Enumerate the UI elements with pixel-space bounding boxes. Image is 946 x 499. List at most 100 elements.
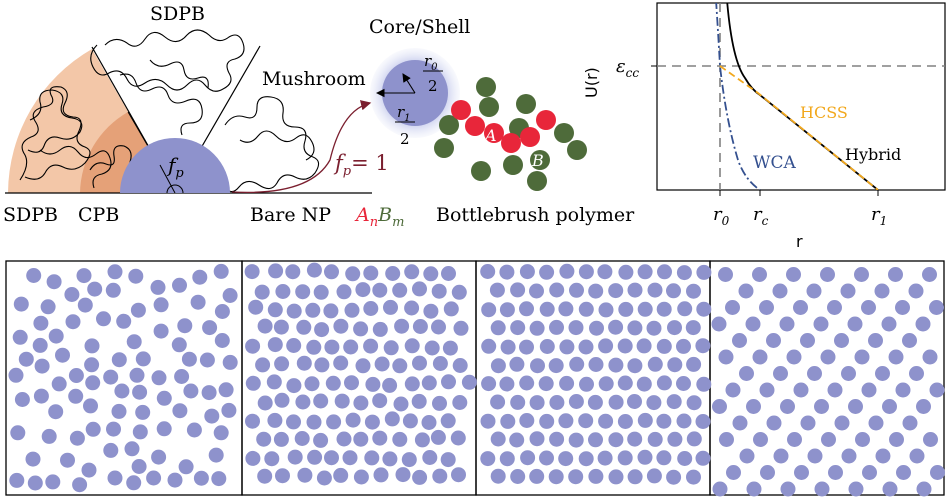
- particle: [519, 264, 535, 280]
- particle: [676, 376, 691, 391]
- particle: [423, 303, 439, 319]
- particle: [500, 413, 516, 429]
- sdpb-top-label: SDPB: [150, 3, 205, 25]
- particle: [295, 284, 311, 300]
- curve-hcss: [719, 65, 879, 190]
- particle: [267, 412, 283, 428]
- particle: [861, 382, 877, 398]
- particle: [922, 267, 937, 282]
- particle: [443, 301, 459, 317]
- particle: [874, 283, 890, 299]
- particle: [712, 399, 727, 414]
- particle: [490, 358, 506, 374]
- particle: [773, 366, 788, 381]
- particle: [8, 367, 24, 383]
- particle: [84, 338, 100, 354]
- r0-arrow: [402, 73, 416, 94]
- fp-radius-line: [159, 164, 176, 194]
- particle: [480, 413, 496, 429]
- particle: [627, 358, 643, 374]
- particle: [324, 450, 339, 466]
- particle: [559, 263, 575, 279]
- particle: [81, 462, 97, 478]
- particle: [441, 374, 456, 390]
- particle: [667, 431, 683, 447]
- particle: [627, 282, 643, 298]
- particle: [711, 316, 727, 332]
- r1-half-label: r1 2: [395, 103, 415, 148]
- particle: [618, 264, 634, 280]
- particle: [559, 339, 575, 355]
- particle: [786, 267, 801, 282]
- particle: [909, 366, 924, 381]
- particle: [364, 450, 380, 466]
- particle: [820, 349, 836, 365]
- particle: [686, 469, 701, 485]
- particle: [828, 465, 843, 480]
- particle: [151, 449, 167, 465]
- particle: [204, 408, 220, 424]
- particle: [353, 431, 369, 447]
- particle: [578, 413, 594, 429]
- particle: [193, 470, 209, 486]
- particle: [539, 450, 554, 466]
- particle: [131, 459, 147, 474]
- particle: [539, 339, 555, 354]
- particle: [126, 334, 142, 350]
- particle: [12, 329, 28, 345]
- xtick-rc-label: rc: [753, 204, 769, 228]
- particle: [930, 465, 945, 480]
- particle: [167, 472, 183, 488]
- particle: [746, 399, 761, 414]
- particle: [363, 265, 379, 281]
- particle: [45, 474, 61, 490]
- particle: [255, 357, 271, 373]
- particle: [656, 375, 672, 391]
- particle: [922, 349, 938, 365]
- particle: [677, 301, 693, 317]
- particle: [273, 319, 289, 335]
- particle: [854, 349, 870, 365]
- particle: [431, 283, 447, 299]
- particle: [666, 469, 682, 485]
- particle: [519, 413, 535, 428]
- particle: [218, 382, 234, 398]
- panel-1-frame: [5, 260, 243, 496]
- particle: [323, 303, 339, 319]
- particle: [617, 338, 633, 354]
- particle: [326, 414, 342, 430]
- particle: [882, 481, 898, 497]
- particle: [334, 393, 350, 409]
- particle: [895, 300, 910, 315]
- svg-text:AnBm: AnBm: [354, 204, 404, 230]
- particle: [264, 451, 280, 467]
- particle: [854, 267, 869, 282]
- particle: [529, 283, 544, 299]
- particle: [285, 264, 301, 280]
- particle: [647, 431, 663, 447]
- particle: [171, 337, 187, 353]
- particle: [738, 283, 754, 299]
- particle: [153, 297, 169, 313]
- particle: [244, 264, 260, 280]
- particle: [481, 376, 497, 392]
- particle: [126, 475, 142, 491]
- particle: [760, 465, 775, 480]
- particle: [636, 338, 652, 354]
- particle: [627, 469, 643, 485]
- particle: [656, 301, 672, 317]
- particle: [424, 340, 440, 356]
- particle: [172, 277, 187, 293]
- particle: [787, 432, 802, 447]
- particle: [578, 339, 594, 355]
- particle: [461, 374, 477, 390]
- particle: [27, 475, 43, 491]
- particle: [529, 468, 545, 484]
- particle: [174, 369, 190, 384]
- particle: [208, 447, 224, 463]
- particle: [820, 267, 835, 282]
- particle: [412, 281, 427, 297]
- particle: [855, 432, 870, 447]
- particle: [402, 413, 418, 429]
- particle: [150, 279, 166, 295]
